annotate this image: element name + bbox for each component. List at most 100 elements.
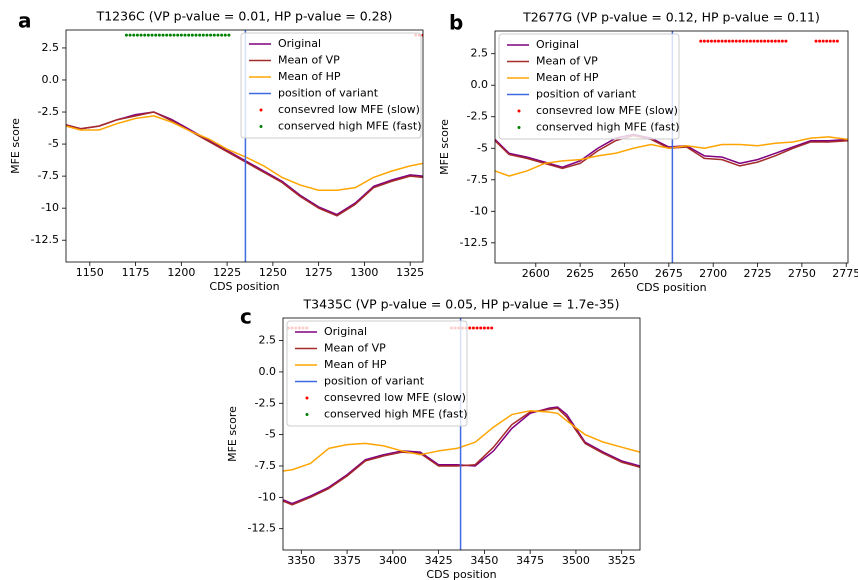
y-tick-label: 0.0 [42, 73, 60, 86]
conserved-point [187, 33, 191, 37]
conserved-point [139, 33, 143, 37]
conserved-point [209, 33, 213, 37]
conserved-point [198, 33, 202, 37]
conserved-point [770, 39, 774, 43]
conserved-point [216, 33, 220, 37]
axes-frame [494, 30, 849, 264]
y-axis-label: MFE score [438, 119, 451, 175]
conserved-point [766, 39, 770, 43]
conserved-point [709, 39, 713, 43]
y-tick-label: -10 [41, 201, 59, 214]
conserved-point [475, 326, 479, 330]
conserved-point [738, 39, 742, 43]
legend-swatch [305, 396, 309, 400]
conserved-point [763, 39, 767, 43]
conserved-point [179, 33, 183, 37]
conserved-point [828, 39, 832, 43]
conserved-point [135, 33, 139, 37]
y-tick-label: 0.0 [471, 78, 489, 91]
x-tick-label: 1325 [396, 266, 424, 279]
conserved-point [756, 39, 760, 43]
x-tick-label: 3400 [379, 554, 407, 567]
conserved-point [205, 33, 209, 37]
plot-area [495, 31, 848, 263]
legend: Original Mean of VP Mean of HP position of … [240, 32, 422, 139]
legend-swatch [305, 413, 309, 416]
x-tick-label: 1225 [213, 266, 241, 279]
legend: Original Mean of VP Mean of HP position of … [286, 320, 468, 427]
conserved-point [132, 33, 136, 37]
x-tick-label: 2750 [788, 267, 816, 280]
panel-label: c [240, 305, 252, 329]
y-tick-label: -10 [470, 204, 488, 217]
conserved-point [183, 33, 187, 37]
conserved-point [161, 33, 165, 37]
x-axis-label: CDS position [636, 281, 706, 294]
conserved-point [176, 33, 180, 37]
conserved-point [172, 33, 176, 37]
y-tick-label: -12.5 [31, 233, 59, 246]
x-tick-label: 2725 [744, 267, 772, 280]
conserved-point [814, 39, 818, 43]
x-tick-label: 1250 [259, 266, 287, 279]
y-tick-label: 0.0 [259, 365, 277, 378]
legend-label: Original [536, 38, 579, 51]
legend-label: consevred low MFE (slow) [536, 104, 678, 117]
conserved-point [821, 39, 825, 43]
plot-area [66, 30, 423, 262]
conserved-point [773, 39, 777, 43]
series-line [283, 410, 640, 472]
conserved-point [734, 39, 738, 43]
conserved-point [731, 39, 735, 43]
conserved-point [713, 39, 717, 43]
legend-label: Mean of HP [278, 70, 341, 83]
legend-label: Mean of VP [278, 54, 340, 67]
conserved-point [223, 33, 227, 37]
conserved-point [741, 39, 745, 43]
conserved-point [194, 33, 198, 37]
conserved-point [486, 326, 490, 330]
y-tick-label: -2.5 [467, 110, 488, 123]
conserved-point [818, 39, 822, 43]
conserved-point [190, 33, 194, 37]
y-tick-label: -12.5 [248, 522, 276, 535]
panel-label: b [449, 11, 463, 35]
conserved-point [748, 39, 752, 43]
axes-frame [65, 29, 424, 263]
conserved-point [227, 33, 231, 37]
conserved-point [490, 326, 494, 330]
conserved-point [150, 33, 154, 37]
conserved-point [157, 33, 161, 37]
x-tick-label: 1150 [76, 266, 104, 279]
x-tick-label: 3475 [516, 554, 544, 567]
y-tick-label: -2.5 [38, 105, 59, 118]
conserved-point [745, 39, 749, 43]
legend-label: Mean of HP [324, 358, 387, 371]
conserved-point [706, 39, 710, 43]
legend-swatch [517, 126, 521, 129]
legend-swatch [259, 108, 263, 112]
y-tick-label: 2.5 [42, 41, 60, 54]
series-line [283, 407, 640, 506]
series-line [495, 136, 848, 177]
legend-frame [498, 33, 680, 140]
y-tick-label: -5 [48, 137, 59, 150]
chart-title: T1236C (VP p-value = 0.01, HP p-value = … [96, 9, 393, 24]
legend-label: conserved high MFE (fast) [536, 121, 680, 134]
x-axis-label: CDS position [426, 568, 496, 580]
conserved-point [124, 33, 128, 37]
x-axis-label: CDS position [209, 280, 279, 293]
x-tick-label: 2650 [610, 267, 638, 280]
legend-label: consevred low MFE (slow) [324, 391, 466, 404]
y-tick-label: 2.5 [471, 47, 489, 60]
legend-label: Mean of VP [324, 342, 386, 355]
legend-label: Original [278, 37, 321, 50]
x-tick-label: 3375 [333, 554, 361, 567]
x-tick-label: 1200 [167, 266, 195, 279]
x-tick-label: 2775 [832, 267, 858, 280]
conserved-point [479, 326, 483, 330]
conserved-point [471, 326, 475, 330]
chart-title: T2677G (VP p-value = 0.12, HP p-value = … [522, 10, 820, 25]
